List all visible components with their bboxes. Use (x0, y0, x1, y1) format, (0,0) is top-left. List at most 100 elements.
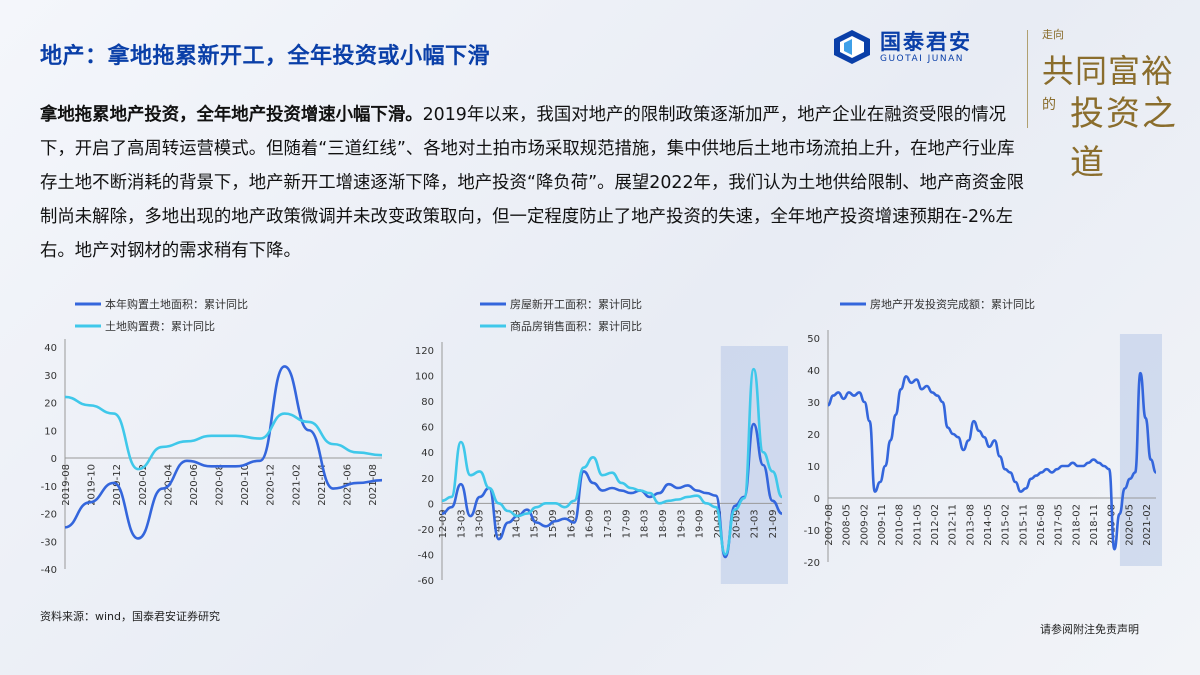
legend-label: 房地产开发投资完成额：累计同比 (870, 297, 1035, 311)
y-tick-label: 20 (421, 474, 434, 485)
page-title: 地产：拿地拖累新开工，全年投资或小幅下滑 (40, 44, 491, 69)
y-tick-label: -40 (418, 550, 434, 561)
slogan: 走向 共同富裕 的 投资之道 (1036, 22, 1186, 183)
x-tick-label: 20-03 (713, 509, 724, 538)
x-tick-label: 2018-02 (1071, 504, 1082, 546)
legend-label: 土地购置费：累计同比 (105, 319, 215, 333)
x-tick-label: 2017-05 (1054, 504, 1065, 546)
chart-land-purchase: 本年购置土地面积：累计同比 土地购置费：累计同比 40 30 20 10 0 -10 -20 -3… (20, 290, 400, 594)
legend-label: 房屋新开工面积：累计同比 (510, 297, 642, 311)
x-tick-label: 2020-10 (240, 464, 251, 506)
y-tick-label: 20 (807, 430, 820, 441)
x-tick-label: 21-09 (768, 509, 779, 538)
y-tick-label: 100 (415, 372, 434, 383)
y-tick-label: -30 (41, 537, 57, 548)
x-tick-label: 20-09 (731, 509, 742, 538)
x-tick-label: 13-09 (475, 509, 486, 538)
y-tick-label: -60 (418, 576, 434, 587)
y-tick-label: 50 (807, 334, 820, 345)
x-tick-label: 17-09 (621, 509, 632, 538)
series-line (441, 367, 783, 556)
slogan-part-3: 的 (1042, 97, 1056, 113)
x-tick-label: 14-09 (511, 509, 522, 538)
body-text: 2019年以来，我国对地产的限制政策逐渐加严，地产企业在融资受限的情况下，开启了… (40, 105, 1024, 261)
x-tick-label: 2010-08 (895, 504, 906, 546)
y-tick-label: 0 (51, 454, 57, 465)
x-tick-label: 2012-11 (948, 504, 959, 546)
body-lead: 拿地拖累地产投资，全年地产投资增速小幅下滑。 (40, 105, 423, 125)
logo-mark-icon (834, 30, 870, 64)
chart-dev-investment-svg: 房地产开发投资完成额：累计同比 50 40 30 20 10 0 -10 -20 2007-08 2… (804, 297, 1162, 569)
x-tick-label: 2020-12 (266, 464, 277, 506)
y-tick-label: -20 (41, 510, 57, 521)
y-tick-label: 40 (44, 343, 57, 354)
logo-cn-text: 国泰君安 (880, 30, 972, 54)
x-tick-label: 2009-11 (877, 504, 888, 546)
x-tick-label: 2020-02 (138, 464, 149, 506)
x-tick-label: 2011-05 (912, 504, 923, 546)
logo-en-text: GUOTAI JUNAN (880, 54, 964, 64)
slogan-part-1: 走向 (1042, 28, 1064, 41)
x-tick-label: 2015-02 (1001, 504, 1012, 546)
y-tick-label: 30 (44, 371, 57, 382)
y-tick-label: 0 (428, 499, 434, 510)
x-tick-label: 2007-08 (824, 504, 835, 546)
x-tick-label: 2019-10 (87, 464, 98, 506)
disclaimer-note: 请参阅附注免责声明 (1040, 623, 1139, 636)
y-tick-label: -20 (804, 558, 820, 569)
y-tick-label: 40 (421, 448, 434, 459)
x-tick-label: 2012-02 (930, 504, 941, 546)
chart-new-starts-sales: 房屋新开工面积：累计同比 商品房销售面积：累计同比 120 100 80 60 40 20 0 -… (410, 290, 795, 594)
series-line (64, 395, 383, 471)
slogan-part-4: 投资之道 (1070, 94, 1178, 183)
body-paragraph: 拿地拖累地产投资，全年地产投资增速小幅下滑。2019年以来，我国对地产的限制政策… (40, 98, 1030, 268)
y-tick-label: -40 (41, 565, 57, 576)
series-line (441, 422, 783, 559)
legend-label: 商品房销售面积：累计同比 (510, 319, 642, 333)
x-tick-label: 2016-08 (1036, 504, 1047, 546)
x-tick-label: 14-03 (493, 509, 504, 538)
logo-divider (1027, 30, 1028, 128)
x-tick-label: 2013-08 (965, 504, 976, 546)
x-tick-label: 19-03 (676, 509, 687, 538)
x-tick-label: 2020-08 (215, 464, 226, 506)
x-tick-label: 15-09 (548, 509, 559, 538)
highlight-region (720, 346, 788, 584)
series-line (64, 365, 383, 540)
x-tick-label: 2020-05 (1124, 504, 1135, 546)
x-tick-label: 18-09 (658, 509, 669, 538)
x-tick-label: 13-03 (456, 509, 467, 538)
x-tick-label: 12-09 (438, 509, 449, 538)
x-tick-label: 2021-04 (317, 464, 328, 506)
x-tick-label: 16-09 (585, 509, 596, 538)
x-tick-label: 16-03 (566, 509, 577, 538)
y-tick-label: 10 (44, 426, 57, 437)
company-logo: 国泰君安 GUOTAI JUNAN (832, 26, 1022, 68)
slogan-part-2: 共同富裕 (1042, 52, 1175, 90)
x-tick-label: 2021-02 (1142, 504, 1153, 546)
x-tick-label: 2014-05 (983, 504, 994, 546)
x-tick-label: 19-09 (695, 509, 706, 538)
x-tick-label: 2021-08 (368, 464, 379, 506)
chart-dev-investment: 房地产开发投资完成额：累计同比 50 40 30 20 10 0 -10 -20 2007-08 2… (798, 290, 1178, 594)
x-tick-label: 2008-05 (842, 504, 853, 546)
y-tick-label: -20 (418, 525, 434, 536)
legend-label: 本年购置土地面积：累计同比 (105, 297, 248, 311)
x-tick-label: 17-03 (603, 509, 614, 538)
y-tick-label: 20 (44, 399, 57, 410)
y-tick-label: 30 (807, 398, 820, 409)
x-tick-label: 2021-02 (291, 464, 302, 506)
y-tick-label: 120 (415, 346, 434, 357)
y-tick-label: 40 (807, 366, 820, 377)
x-tick-label: 18-03 (640, 509, 651, 538)
x-tick-label: 2015-11 (1018, 504, 1029, 546)
source-note: 资料来源：wind，国泰君安证券研究 (40, 610, 221, 623)
y-tick-label: -10 (41, 482, 57, 493)
y-tick-label: 0 (814, 494, 820, 505)
x-tick-label: 15-03 (530, 509, 541, 538)
x-tick-label: 2009-02 (859, 504, 870, 546)
x-tick-label: 21-03 (750, 509, 761, 538)
x-tick-label: 2020-06 (189, 464, 200, 506)
